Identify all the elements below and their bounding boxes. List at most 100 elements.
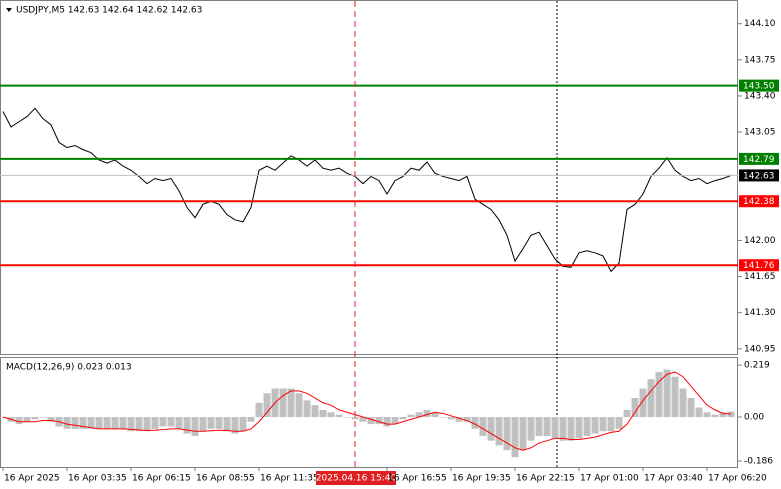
histogram-bar (175, 417, 183, 429)
x-tick-label: 17 Apr 01:00 (580, 474, 639, 484)
histogram-bar (407, 414, 415, 418)
histogram-bar (183, 417, 191, 434)
histogram-bar (255, 402, 263, 418)
histogram-bar (511, 417, 519, 458)
histogram-bar (367, 417, 375, 425)
y-tick-label: 0.00 (744, 413, 764, 423)
histogram-bar (383, 417, 391, 427)
histogram-bar (439, 417, 447, 418)
histogram-bar (535, 417, 543, 436)
histogram-bar (223, 417, 231, 432)
crosshair-tag (316, 471, 396, 485)
histogram-bar (295, 393, 303, 418)
histogram-bar (359, 417, 367, 422)
y-tick-label: 143.40 (744, 91, 776, 101)
histogram-bar (591, 417, 599, 434)
histogram-bar (631, 398, 639, 418)
histogram-bar (311, 405, 319, 418)
histogram-bar (711, 414, 719, 418)
histogram-bar (415, 412, 423, 418)
level-label: 143.50 (743, 82, 775, 92)
histogram-bar (151, 417, 159, 429)
x-tick-label: 16 Apr 2025 (4, 474, 60, 484)
histogram-bar (239, 417, 247, 432)
histogram-bar (351, 417, 359, 420)
histogram-bar (119, 417, 127, 429)
price-title: USDJPY,M5 142.63 142.64 142.62 142.63 (16, 6, 202, 16)
level-tag (739, 169, 779, 182)
x-tick-label: 17 Apr 06:20 (708, 474, 767, 484)
histogram-bar (479, 417, 487, 436)
histogram-bar (519, 417, 527, 451)
histogram-bar (319, 409, 327, 418)
histogram-bar (703, 412, 711, 418)
histogram-bar (231, 417, 239, 434)
histogram-bar (159, 417, 167, 427)
histogram-bar (391, 417, 399, 425)
x-tick-label: 16 Apr 11:35 (260, 474, 319, 484)
x-tick-label: 16 Apr 16:55 (388, 474, 447, 484)
histogram-bar (655, 371, 663, 418)
histogram-bar (47, 417, 55, 422)
histogram-bar (103, 417, 111, 429)
histogram-bar (687, 398, 695, 418)
histogram-bar (303, 400, 311, 418)
histogram-bar (543, 417, 551, 436)
histogram-bar (375, 417, 383, 425)
histogram-bar (615, 417, 623, 429)
histogram-bar (471, 417, 479, 429)
signal-line (2, 371, 732, 451)
y-tick-label: 144.10 (744, 19, 776, 29)
level-tag (739, 152, 779, 165)
histogram-bar (663, 369, 671, 418)
histogram-bar (23, 417, 31, 422)
y-tick-label: 143.75 (744, 55, 776, 65)
histogram-bar (79, 417, 87, 429)
x-tick-label: 16 Apr 19:35 (452, 474, 511, 484)
histogram-bar (87, 417, 95, 429)
histogram-bar (327, 412, 335, 418)
histogram-bar (431, 412, 439, 418)
histogram-bar (71, 417, 79, 429)
level-label: 142.38 (743, 197, 775, 207)
histogram-bar (263, 393, 271, 418)
histogram-bar (719, 412, 727, 418)
x-tick-label: 16 Apr 06:15 (132, 474, 191, 484)
histogram-bar (623, 409, 631, 418)
macd-pane (0, 357, 738, 468)
histogram-bar (247, 417, 255, 422)
histogram-bar (95, 417, 103, 429)
histogram-bar (199, 417, 207, 432)
price-pane (0, 0, 738, 355)
histogram-bar (191, 417, 199, 436)
histogram-bar (39, 417, 47, 418)
histogram-bar (31, 417, 39, 420)
level-tag (739, 79, 779, 92)
histogram-bar (215, 417, 223, 429)
histogram-bar (463, 417, 471, 422)
histogram-bar (167, 417, 175, 427)
y-tick-label: -0.186 (744, 457, 773, 467)
menu-arrow (6, 8, 12, 12)
x-tick-label: 17 Apr 03:40 (644, 474, 703, 484)
y-tick-label: 143.05 (744, 128, 776, 138)
histogram-bar (447, 417, 455, 420)
histogram-bar (695, 407, 703, 418)
histogram-bar (455, 417, 463, 422)
x-tick-label: 16 Apr 03:35 (68, 474, 127, 484)
histogram-bar (399, 417, 407, 420)
histogram-bar (343, 417, 351, 418)
histogram-bar (15, 417, 23, 425)
histogram-bar (607, 417, 615, 432)
histogram-bar (639, 388, 647, 418)
histogram-bar (135, 417, 143, 432)
histogram-bar (287, 388, 295, 418)
histogram-bar (679, 388, 687, 418)
price-line (2, 107, 732, 273)
histogram-bar (559, 417, 567, 441)
level-tag (739, 259, 779, 272)
level-label: 142.79 (743, 155, 775, 165)
x-tick-label: 16 Apr 08:55 (196, 474, 255, 484)
histogram-bar (551, 417, 559, 439)
histogram-bar (503, 417, 511, 451)
